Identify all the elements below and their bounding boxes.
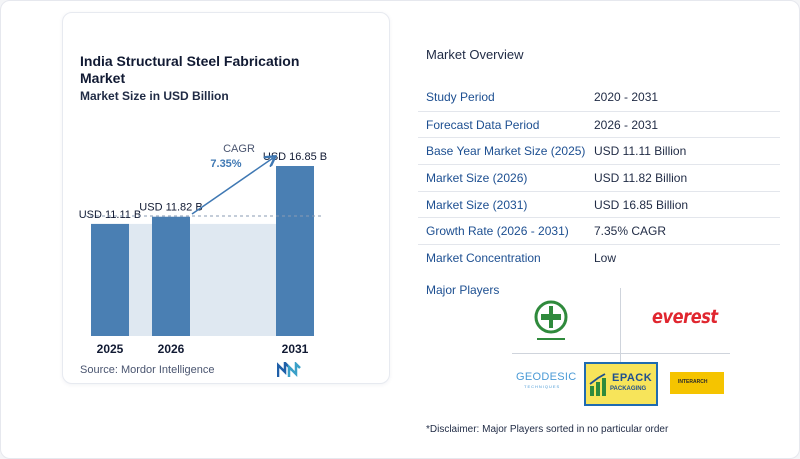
- interarch-logo-name: INTERARCH: [678, 379, 708, 385]
- cagr-value: 7.35%: [210, 158, 241, 170]
- overview-row-value: USD 11.11 Billion: [594, 144, 687, 159]
- epack-logo-name: EPACK: [612, 372, 653, 384]
- epack-chart-icon: [589, 373, 606, 396]
- baseline-shade: [129, 223, 276, 336]
- overview-row: Market Concentration Low: [418, 244, 780, 271]
- bar-chart: USD 11.11 B 2025 USD 11.82 B 2026 USD 16.85 …: [79, 143, 327, 356]
- everest-logo: everest: [652, 306, 718, 328]
- overview-row: Market Size (2031) USD 16.85 Billion: [418, 190, 780, 218]
- x-tick-label: 2026: [158, 342, 185, 356]
- bar-2025: [91, 223, 129, 336]
- geodesic-logo: GEODESIC: [516, 371, 577, 383]
- chart-source: Source: Mordor Intelligence: [80, 364, 215, 376]
- bar-value-label: USD 11.11 B: [79, 209, 142, 221]
- players-divider-horizontal: [512, 353, 730, 354]
- geodesic-logo-sub: TECHNIQUES: [524, 384, 561, 389]
- overview-row-value: 2020 - 2031: [594, 90, 659, 104]
- chart-title: India Structural Steel Fabrication Marke…: [80, 53, 300, 86]
- overview-row-label: Market Concentration: [426, 251, 541, 266]
- bar-value-label: USD 11.82 B: [139, 202, 202, 214]
- overview-row-label: Forecast Data Period: [426, 117, 540, 132]
- overview-row-label: Market Size (2026): [426, 171, 528, 186]
- overview-row-label: Market Size (2031): [426, 197, 528, 212]
- cagr-arrow: [191, 158, 273, 215]
- overview-row: Market Size (2026) USD 11.82 Billion: [418, 164, 780, 191]
- mordor-logo-icon: [277, 362, 301, 378]
- bar-2026: [152, 216, 190, 336]
- overview-table: Study Period 2020 - 2031 Forecast Data Per…: [418, 84, 780, 271]
- overview-row-value: 2026 - 2031: [594, 117, 659, 132]
- overview-row: Growth Rate (2026 - 2031) 7.35% CAGR: [418, 217, 780, 244]
- cagr-label: CAGR: [223, 143, 255, 155]
- x-tick-label: 2025: [97, 342, 124, 356]
- overview-title: Market Overview: [426, 47, 524, 62]
- overview-row-value: USD 11.82 Billion: [594, 171, 688, 186]
- overview-row-label: Growth Rate (2026 - 2031): [426, 224, 569, 239]
- overview-row: Base Year Market Size (2025) USD 11.11 Bi…: [418, 137, 780, 164]
- epack-logo: EPACK PACKAGING: [584, 362, 658, 406]
- overview-row: Forecast Data Period 2026 - 2031: [418, 110, 780, 138]
- disclaimer: *Disclaimer: Major Players sorted in no …: [426, 424, 669, 435]
- x-tick-label: 2031: [282, 342, 309, 356]
- overview-row-label: Study Period: [426, 90, 495, 104]
- overview-row: Study Period 2020 - 2031: [418, 84, 780, 111]
- bar-2031: [276, 166, 314, 336]
- players-title: Major Players: [426, 283, 500, 297]
- players-divider-vertical: [620, 288, 621, 406]
- interarch-logo: INTERARCH: [670, 372, 724, 394]
- chart-subtitle: Market Size in USD Billion: [80, 89, 229, 103]
- overview-row-label: Base Year Market Size (2025): [426, 144, 586, 159]
- bar-value-label: USD 16.85 B: [263, 151, 327, 163]
- overview-row-value: Low: [594, 251, 617, 266]
- overview-row-value: USD 16.85 Billion: [594, 197, 689, 212]
- epack-logo-sub: PACKAGING: [610, 386, 647, 392]
- bandr-logo-icon: [534, 300, 568, 340]
- overview-row-value: 7.35% CAGR: [594, 224, 667, 239]
